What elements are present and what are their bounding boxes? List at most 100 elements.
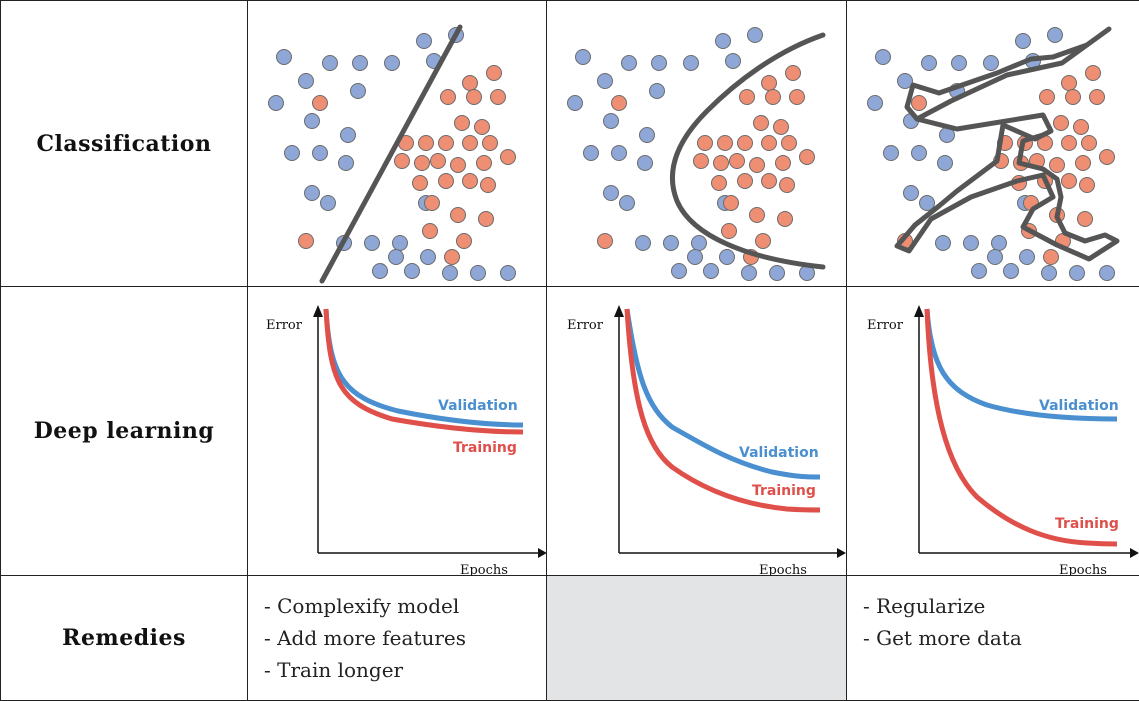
blue-point [1100,266,1115,281]
blue-point [650,84,665,99]
orange-point [463,76,478,91]
blue-point [584,146,599,161]
blue-point [972,264,987,279]
blue-point [716,34,731,49]
blue-point [992,236,1007,251]
blue-point [277,50,292,65]
blue-point [638,156,653,171]
blue-point [622,56,637,71]
orange-point [1080,178,1095,193]
orange-point [413,176,428,191]
y-axis [614,305,624,553]
blue-point [938,156,953,171]
training-curve [927,309,1117,544]
orange-point [694,154,709,169]
orange-point [415,156,430,171]
blue-point [672,264,687,279]
blue-point [1048,28,1063,43]
orange-point [718,136,733,151]
y-axis [313,305,323,553]
orange-point [776,156,791,171]
orange-point [612,96,627,111]
orange-point [501,150,516,165]
blue-point [285,146,300,161]
blue-point [984,56,999,71]
orange-point [483,136,498,151]
orange-point [756,234,771,249]
orange-point [455,116,470,131]
blue-point [1042,266,1057,281]
blue-point [421,250,436,265]
blue-point [868,96,883,111]
orange-point [395,154,410,169]
orange-point [1054,116,1069,131]
blue-point [620,196,635,211]
x-axis-label: Epochs [460,563,508,575]
orange-point [451,208,466,223]
remedy-item: - Train longer [264,654,546,686]
blue-point [1004,264,1019,279]
orange-point [762,76,777,91]
blue-point [604,114,619,129]
orange-point [774,120,789,135]
training-label: Training [1055,516,1119,532]
blue-point [568,96,583,111]
training-label: Training [453,440,517,456]
orange-point [712,176,727,191]
remedies-underfit-list: - Complexify model - Add more features -… [248,590,546,686]
blue-point [612,146,627,161]
blue-point [688,250,703,265]
blue-point [876,50,891,65]
blue-point [471,266,486,281]
blue-point [365,236,380,251]
blue-point [576,50,591,65]
orange-point [738,136,753,151]
orange-point [1100,150,1115,165]
y-axis [914,305,924,553]
classification-overfit-plot [847,1,1139,286]
blue-point [339,156,354,171]
orange-point [445,250,460,265]
remedy-item: - Regularize [863,590,1139,622]
blue-point [922,56,937,71]
blue-point [684,56,699,71]
orange-point [724,196,739,211]
orange-point [722,224,737,239]
blue-point [912,146,927,161]
orange-point [1040,90,1055,105]
blue-point [405,264,420,279]
orange-point [1082,136,1097,151]
blue-point [501,266,516,281]
y-axis-label: Error [266,318,303,333]
blue-point [884,146,899,161]
orange-point [786,66,801,81]
orange-point [487,66,502,81]
orange-point [439,174,454,189]
validation-label: Validation [739,445,819,461]
orange-point [481,178,496,193]
orange-point [431,154,446,169]
y-axis-label: Error [567,318,604,333]
blue-point [1070,266,1085,281]
blue-point [742,266,757,281]
orange-point [1086,66,1101,81]
row-header-remedies: Remedies [1,576,248,701]
orange-point [451,158,466,173]
orange-point [1062,76,1077,91]
orange-point [477,156,492,171]
remedies-goodfit-cell [547,576,847,701]
remedies-overfit-list: - Regularize - Get more data [847,590,1139,654]
x-axis [919,548,1139,558]
classification-underfit-plot [248,1,547,286]
blue-point [305,186,320,201]
blue-point [726,54,741,69]
blue-point [636,236,651,251]
learning-curve-underfit-cell: Error Epochs Validation Training [248,287,547,576]
orange-point [425,196,440,211]
blue-point [373,264,388,279]
orange-point [419,136,434,151]
blue-point [748,28,763,43]
orange-point [714,156,729,171]
orange-point [457,234,472,249]
orange-point [1066,90,1081,105]
